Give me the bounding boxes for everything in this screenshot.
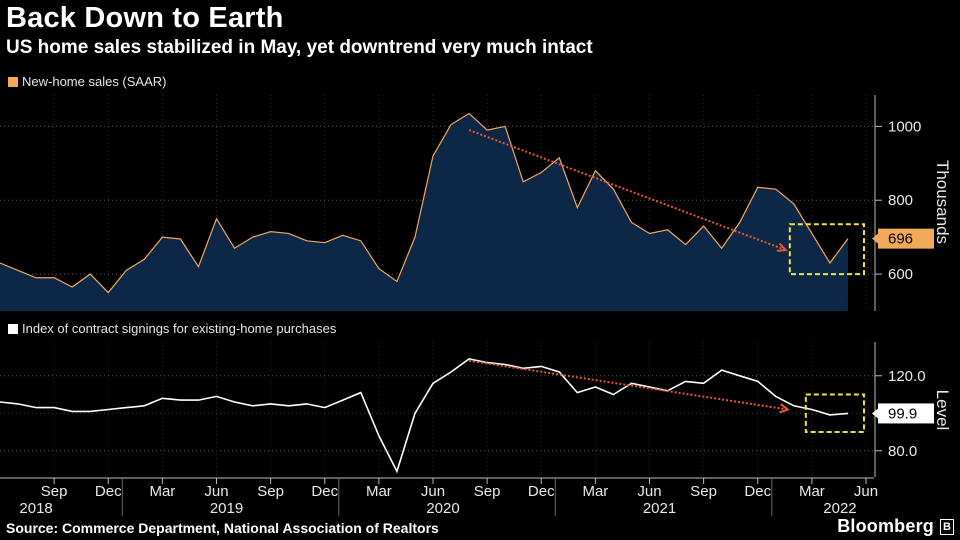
x-tick-label-year-1: 2019: [210, 500, 243, 517]
bottom-trend-arrow-shaft: [468, 359, 788, 411]
contract-signings-line: [0, 358, 849, 474]
x-tick-label-month-3: Jun: [204, 483, 228, 500]
top-last-value-badge: [878, 228, 934, 249]
x-tick-label-year-4: 2022: [823, 500, 856, 517]
legend-contract-signings: Index of contract signings for existing-…: [8, 321, 336, 336]
bottom-highlight-box: [804, 393, 865, 433]
x-tick-label-year-3: 2021: [643, 500, 676, 517]
bottom-last-value-badge: [878, 403, 934, 424]
x-tick-label-month-13: Dec: [744, 483, 771, 500]
x-tick-label-month-2: Mar: [149, 483, 175, 500]
x-tick-label-year-2: 2020: [426, 500, 459, 517]
chart-title: Back Down to Earth: [6, 2, 284, 34]
x-tick-label-month-6: Mar: [366, 483, 392, 500]
x-tick-label-month-12: Sep: [690, 483, 717, 500]
top-trend-arrow-head: [776, 242, 788, 252]
top-y-axis-label: Thousands: [933, 160, 952, 244]
x-tick-label-month-1: Dec: [95, 483, 122, 500]
top-trend-arrow-shaft: [468, 129, 787, 252]
source-note: Source: Commerce Department, National As…: [6, 520, 439, 536]
top-y-tick-label-1: 800: [888, 192, 913, 209]
x-tick-label-month-14: Mar: [799, 483, 825, 500]
bottom-last-value-label: 99.9: [888, 405, 917, 422]
top-last-value-pointer: [872, 233, 878, 244]
new-home-sales-area: [0, 113, 848, 311]
bottom-trend-arrow-head: [778, 403, 790, 414]
top-y-tick-label-2: 1000: [888, 118, 921, 135]
top-y-tick-label-0: 600: [888, 266, 913, 283]
legend-swatch-new-home-sales: [8, 76, 18, 87]
x-tick-label-month-8: Sep: [474, 483, 501, 500]
chart-subtitle: US home sales stabilized in May, yet dow…: [6, 37, 593, 58]
legend-label-new-home-sales: New-home sales (SAAR): [22, 74, 167, 89]
top-highlight-box: [788, 223, 865, 276]
x-tick-label-month-11: Jun: [637, 483, 661, 500]
bloomberg-mark-icon: B: [940, 519, 954, 535]
bottom-y-tick-label-0: 80.0: [888, 443, 917, 460]
bottom-last-value-pointer: [872, 408, 878, 419]
x-tick-label-month-10: Mar: [582, 483, 608, 500]
legend-new-home-sales: New-home sales (SAAR): [8, 74, 167, 89]
x-tick-label-month-0: Sep: [41, 483, 68, 500]
x-tick-label-month-15: Jun: [854, 483, 878, 500]
x-tick-label-month-7: Jun: [421, 483, 445, 500]
legend-label-contract-signings: Index of contract signings for existing-…: [22, 321, 337, 336]
bottom-y-tick-label-1: 120.0: [888, 368, 926, 385]
top-last-value-label: 696: [888, 231, 913, 248]
x-tick-label-month-9: Dec: [528, 483, 555, 500]
x-tick-label-month-4: Sep: [257, 483, 284, 500]
bottom-y-axis-label: Level: [933, 390, 952, 431]
x-tick-label-year-0: 2018: [19, 500, 52, 517]
bloomberg-logo: Bloomberg: [837, 516, 934, 536]
x-tick-label-month-5: Dec: [311, 483, 338, 500]
new-home-sales-line: [0, 112, 849, 294]
legend-swatch-contract-signings: [8, 323, 18, 334]
